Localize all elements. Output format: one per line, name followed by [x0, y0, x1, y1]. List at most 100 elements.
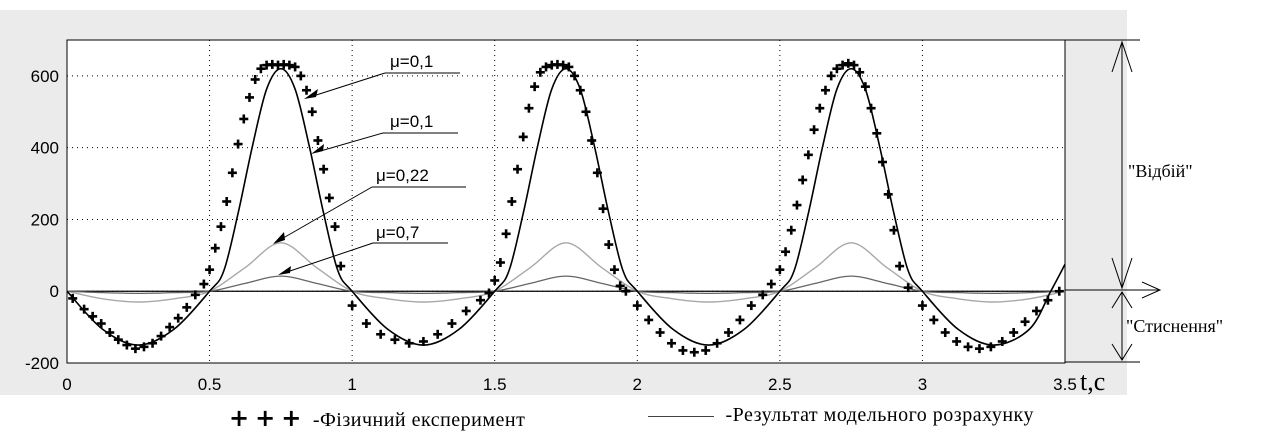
- x-tick-label: 3: [918, 375, 927, 394]
- experiment-point: [838, 60, 848, 70]
- experiment-point: [541, 62, 551, 72]
- experiment-point: [786, 225, 796, 235]
- plot-area: [66, 39, 1066, 364]
- annotation-mu-4: μ=0,7: [376, 223, 419, 242]
- experiment-point: [190, 290, 200, 300]
- legend-experiment-label: -Фізичний експеримент: [312, 409, 526, 431]
- experiment-point: [644, 315, 654, 325]
- experiment-point: [484, 288, 494, 298]
- experiment-point: [404, 338, 414, 348]
- experiment-point: [781, 247, 791, 257]
- experiment-point: [79, 304, 89, 314]
- experiment-point: [324, 193, 334, 203]
- x-tick-label: 2: [633, 375, 642, 394]
- experiment-point: [917, 301, 927, 311]
- experiment-point: [390, 335, 400, 345]
- experiment-point: [524, 103, 534, 113]
- experiment-point: [139, 342, 149, 352]
- experiment-point: [667, 338, 677, 348]
- experiment-point: [302, 85, 312, 95]
- legend-model-label: -Результат модельного розрахунку: [725, 404, 1034, 426]
- experiment-point: [581, 107, 591, 117]
- experiment-point: [376, 329, 386, 339]
- experiment-point: [878, 157, 888, 167]
- experiment-point: [156, 331, 166, 341]
- experiment-point: [832, 64, 842, 74]
- experiment-point: [68, 293, 78, 303]
- experiment-point: [809, 125, 819, 135]
- series-line-model-mu-0.1: [66, 67, 1066, 346]
- experiment-point: [239, 114, 249, 124]
- experiment-point: [1009, 327, 1019, 337]
- experiment-point: [815, 103, 825, 113]
- experiment-point: [222, 197, 232, 206]
- experiment-point: [678, 345, 688, 355]
- experiment-point: [575, 85, 585, 95]
- experiment-point: [855, 67, 865, 77]
- experiment-point: [895, 261, 905, 271]
- experiment-point: [974, 344, 984, 354]
- experiment-point: [307, 107, 317, 117]
- experiment-point: [849, 60, 859, 70]
- experiment-point: [347, 301, 357, 311]
- annotation-mu-3: μ=0,22: [376, 166, 429, 185]
- experiment-point: [475, 295, 485, 305]
- experiment-point: [182, 302, 192, 312]
- experiment-point: [461, 306, 471, 316]
- label-stysnennya: "Стиснення": [1126, 316, 1223, 336]
- experiment-point: [205, 265, 215, 275]
- label-vidbiy: "Відбій": [1128, 161, 1193, 181]
- experiment-point: [587, 135, 597, 145]
- experiment-point: [766, 279, 776, 289]
- experiment-point: [655, 327, 665, 337]
- experiment-point: [233, 139, 243, 149]
- experiment-point: [216, 222, 226, 232]
- experiment-point: [507, 197, 517, 206]
- x-tick-label: 1: [347, 375, 356, 394]
- experiment-point: [843, 58, 853, 68]
- experiment-point: [284, 60, 294, 70]
- experiment-point: [712, 338, 722, 348]
- experiment-point: [122, 340, 132, 350]
- experiment-point: [758, 290, 768, 300]
- experiment-point: [940, 327, 950, 337]
- y-tick-label: 200: [31, 210, 59, 229]
- y-tick-label: 0: [50, 282, 59, 301]
- experiment-point: [199, 279, 209, 289]
- experiment-point: [860, 82, 870, 92]
- experiment-point: [490, 275, 500, 285]
- experiment-point: [105, 327, 115, 337]
- experiment-point: [903, 283, 913, 293]
- experiment-point: [632, 301, 642, 311]
- annotation-mu-2: μ=0,1: [390, 112, 433, 131]
- experiment-point: [1043, 295, 1053, 305]
- experiment-point: [872, 128, 882, 138]
- legend-model: -Результат модельного розрахунку: [648, 404, 1034, 427]
- legend-model-marker: [648, 415, 714, 417]
- experiment-point: [88, 311, 98, 321]
- experiment-point: [290, 62, 300, 72]
- series-line-model-mu-0.22: [66, 242, 1066, 303]
- experiment-point: [883, 189, 893, 199]
- x-tick-label: 1.5: [483, 375, 507, 394]
- experiment-point: [210, 243, 220, 253]
- experiment-point: [746, 301, 756, 311]
- experiment-point: [148, 338, 158, 348]
- experiment-point: [929, 315, 939, 325]
- experiment-point: [735, 315, 745, 325]
- experiment-point: [535, 67, 545, 77]
- experiment-point: [495, 258, 505, 268]
- experiment-point: [113, 335, 123, 345]
- experiment-point: [130, 344, 140, 354]
- experiment-point: [564, 62, 574, 72]
- y-tick-label: -200: [25, 354, 59, 373]
- experiment-point: [798, 175, 808, 185]
- annotation-mu-1: μ=0,1: [390, 52, 433, 71]
- experiment-point: [361, 319, 371, 329]
- experiment-point: [724, 327, 734, 337]
- x-tick-label: 0.5: [198, 375, 222, 394]
- x-tick-label: 2.5: [768, 375, 792, 394]
- experiment-point: [313, 135, 323, 145]
- experiment-point: [256, 64, 266, 74]
